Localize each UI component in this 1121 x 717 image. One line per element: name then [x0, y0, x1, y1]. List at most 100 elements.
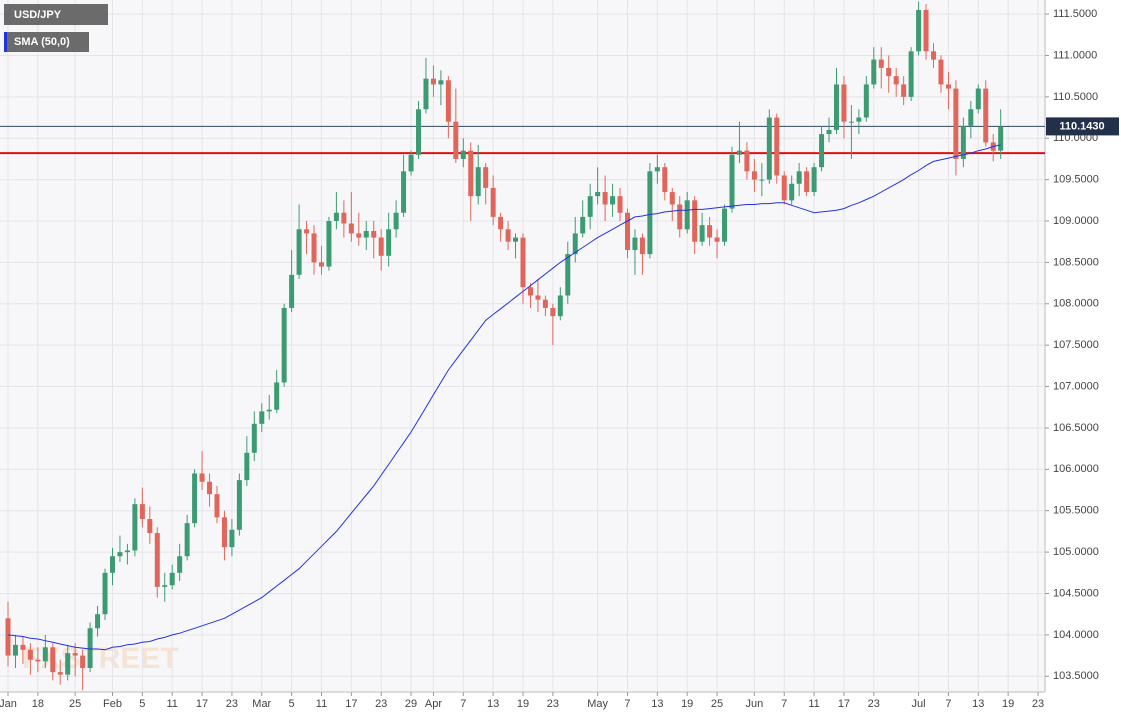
candle-body: [595, 192, 601, 197]
candle-body: [662, 167, 668, 193]
candle-body: [736, 150, 742, 155]
candle-body: [520, 237, 526, 288]
candle-body: [184, 523, 190, 557]
candle-body: [386, 229, 392, 256]
candle-body: [505, 229, 511, 242]
candle-body: [527, 287, 533, 296]
sma-line: [7, 144, 1001, 651]
x-tick-label: 7: [781, 698, 787, 710]
candle-body: [236, 480, 242, 530]
candle-body: [677, 204, 683, 230]
candle-body: [274, 382, 280, 410]
legend-box: [4, 4, 108, 25]
candle-body: [50, 647, 56, 673]
candle-body: [639, 237, 645, 255]
candle-body: [162, 585, 168, 587]
candle-body: [722, 208, 728, 242]
candle-body: [251, 423, 257, 453]
legend-entry: SMA (50,0): [14, 36, 70, 48]
candle-body: [744, 150, 750, 172]
candle-body: [617, 196, 623, 213]
candle-body: [244, 452, 250, 481]
x-tick-label: 19: [681, 698, 693, 710]
candle-body: [326, 221, 332, 267]
candle-body: [945, 84, 951, 89]
y-tick-label: 105.0000: [1053, 546, 1099, 558]
x-tick-label: Jul: [912, 698, 926, 710]
candle-body: [192, 473, 198, 524]
candle-body: [296, 229, 302, 275]
candle-body: [27, 649, 33, 660]
candle-body: [378, 237, 384, 256]
candle-body: [751, 171, 757, 180]
candle-body: [766, 117, 772, 180]
x-tick-label: 13: [972, 698, 984, 710]
y-tick-label: 108.5000: [1053, 256, 1099, 268]
y-tick-label: 111.0000: [1053, 49, 1097, 61]
x-tick-label: 11: [808, 698, 819, 710]
candle-body: [587, 196, 593, 217]
candle-body: [654, 167, 660, 172]
candle-body: [789, 183, 795, 201]
candle-body: [878, 59, 884, 68]
x-tick-label: 7: [945, 698, 951, 710]
candle-body: [12, 644, 18, 656]
candle-body: [535, 295, 541, 300]
candle-body: [132, 504, 138, 551]
candle-body: [214, 494, 220, 518]
x-tick-label: 17: [345, 698, 357, 710]
candle-body: [804, 171, 810, 193]
x-tick-label: 25: [69, 698, 81, 710]
candle-body: [938, 59, 944, 85]
x-tick-label: 17: [196, 698, 208, 710]
candle-body: [557, 295, 563, 317]
x-tick-label: 17: [838, 698, 850, 710]
x-tick-label: 23: [547, 698, 559, 710]
candle-body: [5, 618, 11, 656]
candle-body: [199, 473, 205, 482]
x-tick-label: Feb: [103, 698, 122, 710]
candle-body: [408, 154, 414, 172]
candle-body: [109, 556, 115, 573]
x-tick-label: Jun: [746, 698, 764, 710]
candle-body: [42, 647, 48, 662]
candle-body: [348, 223, 354, 234]
candle-body: [729, 154, 735, 209]
x-tick-label: May: [587, 698, 608, 710]
candle-body: [498, 216, 504, 230]
candle-body: [65, 653, 71, 675]
candle-body: [80, 655, 86, 668]
candle-body: [356, 233, 362, 238]
candle-body: [20, 644, 26, 650]
candle-body: [923, 9, 929, 52]
x-tick-label: 25: [711, 698, 723, 710]
x-tick-label: 11: [166, 698, 177, 710]
candle-body: [580, 216, 586, 234]
candle-body: [624, 212, 630, 250]
x-tick-label: Jan: [0, 698, 17, 710]
candle-body: [684, 200, 690, 230]
candle-body: [856, 117, 862, 122]
x-tick-label: 23: [375, 698, 387, 710]
y-tick-label: 104.0000: [1053, 629, 1099, 641]
candle-body: [401, 171, 407, 213]
candle-body: [826, 129, 832, 135]
y-tick-label: 105.5000: [1053, 505, 1099, 517]
candle-body: [95, 614, 101, 629]
candle-body: [565, 254, 571, 296]
x-tick-label: 7: [624, 698, 630, 710]
candle-body: [811, 167, 817, 193]
candle-body: [886, 67, 892, 77]
candle-body: [669, 192, 675, 205]
x-tick-label: 23: [226, 698, 238, 710]
legend-title: USD/JPY: [14, 9, 62, 21]
candle-body: [453, 121, 459, 159]
candle-body: [908, 51, 914, 97]
candle-body: [281, 307, 287, 383]
candle-body: [475, 167, 481, 197]
y-tick-label: 109.0000: [1053, 215, 1099, 227]
legend-box: [4, 32, 89, 52]
y-tick-label: 106.5000: [1053, 422, 1099, 434]
candle-body: [916, 9, 922, 52]
candle-body: [707, 225, 713, 238]
